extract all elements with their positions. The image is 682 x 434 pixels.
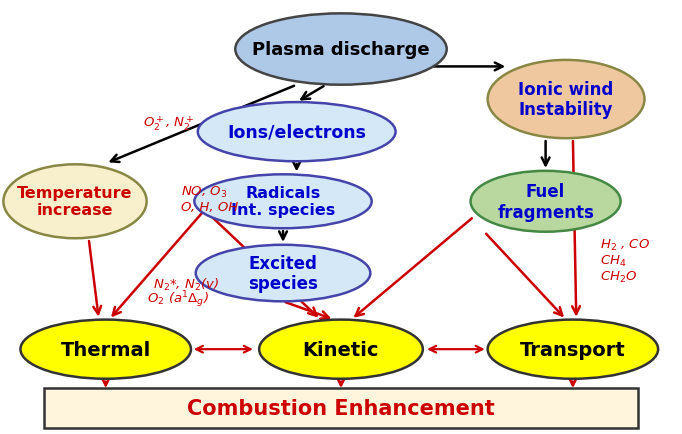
Ellipse shape [194, 175, 372, 229]
Text: CH$_4$: CH$_4$ [600, 254, 627, 269]
Ellipse shape [198, 103, 396, 162]
Text: Radicals
Int. species: Radicals Int. species [231, 186, 335, 218]
Text: Temperature
increase: Temperature increase [17, 186, 133, 218]
Ellipse shape [235, 14, 447, 85]
Ellipse shape [488, 320, 658, 379]
Text: N$_2$*, N$_2$(v): N$_2$*, N$_2$(v) [153, 276, 220, 293]
Text: Ions/electrons: Ions/electrons [227, 123, 366, 141]
Ellipse shape [259, 320, 423, 379]
Text: Transport: Transport [520, 340, 626, 359]
Text: O, H, OH: O, H, OH [181, 201, 238, 214]
Text: CH$_2$O: CH$_2$O [600, 270, 638, 284]
Text: O$_2$ (a$^1\Delta_g$): O$_2$ (a$^1\Delta_g$) [147, 288, 209, 309]
Text: Thermal: Thermal [61, 340, 151, 359]
Text: O$_2^+$, N$_2^+$: O$_2^+$, N$_2^+$ [143, 114, 194, 133]
Ellipse shape [196, 245, 370, 302]
Text: H$_2$ , CO: H$_2$ , CO [600, 238, 651, 253]
Text: Excited
species: Excited species [248, 254, 318, 293]
Text: Plasma discharge: Plasma discharge [252, 41, 430, 59]
Text: Combustion Enhancement: Combustion Enhancement [187, 398, 495, 418]
Ellipse shape [471, 171, 621, 232]
Text: Fuel
fragments: Fuel fragments [497, 182, 594, 221]
Text: Ionic wind
Instability: Ionic wind Instability [518, 80, 614, 119]
Ellipse shape [488, 61, 644, 139]
Ellipse shape [3, 165, 147, 239]
FancyBboxPatch shape [44, 388, 638, 428]
Text: NO, O$_3$: NO, O$_3$ [181, 185, 227, 200]
Ellipse shape [20, 320, 191, 379]
Text: Kinetic: Kinetic [303, 340, 379, 359]
